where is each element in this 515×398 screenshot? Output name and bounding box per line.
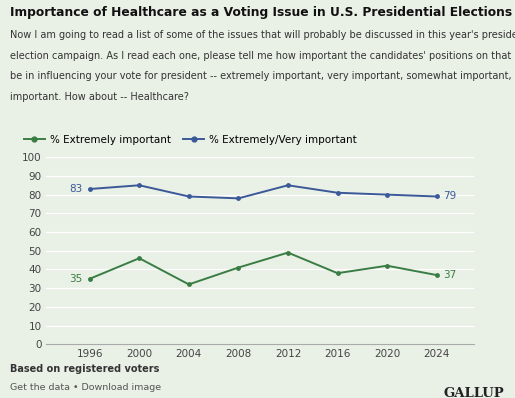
Text: Importance of Healthcare as a Voting Issue in U.S. Presidential Elections: Importance of Healthcare as a Voting Iss… [10,6,512,19]
Text: Get the data • Download image: Get the data • Download image [10,383,161,392]
Text: 79: 79 [443,191,457,201]
Text: election campaign. As I read each one, please tell me how important the candidat: election campaign. As I read each one, p… [10,51,515,60]
Text: Now I am going to read a list of some of the issues that will probably be discus: Now I am going to read a list of some of… [10,30,515,40]
Legend: % Extremely important, % Extremely/Very important: % Extremely important, % Extremely/Very … [24,135,357,144]
Text: 35: 35 [70,274,83,284]
Text: GALLUP: GALLUP [444,387,505,398]
Text: important. How about -- Healthcare?: important. How about -- Healthcare? [10,92,189,102]
Text: Based on registered voters: Based on registered voters [10,364,160,374]
Text: 83: 83 [70,184,83,194]
Text: 37: 37 [443,270,457,280]
Text: be in influencing your vote for president -- extremely important, very important: be in influencing your vote for presiden… [10,71,515,81]
